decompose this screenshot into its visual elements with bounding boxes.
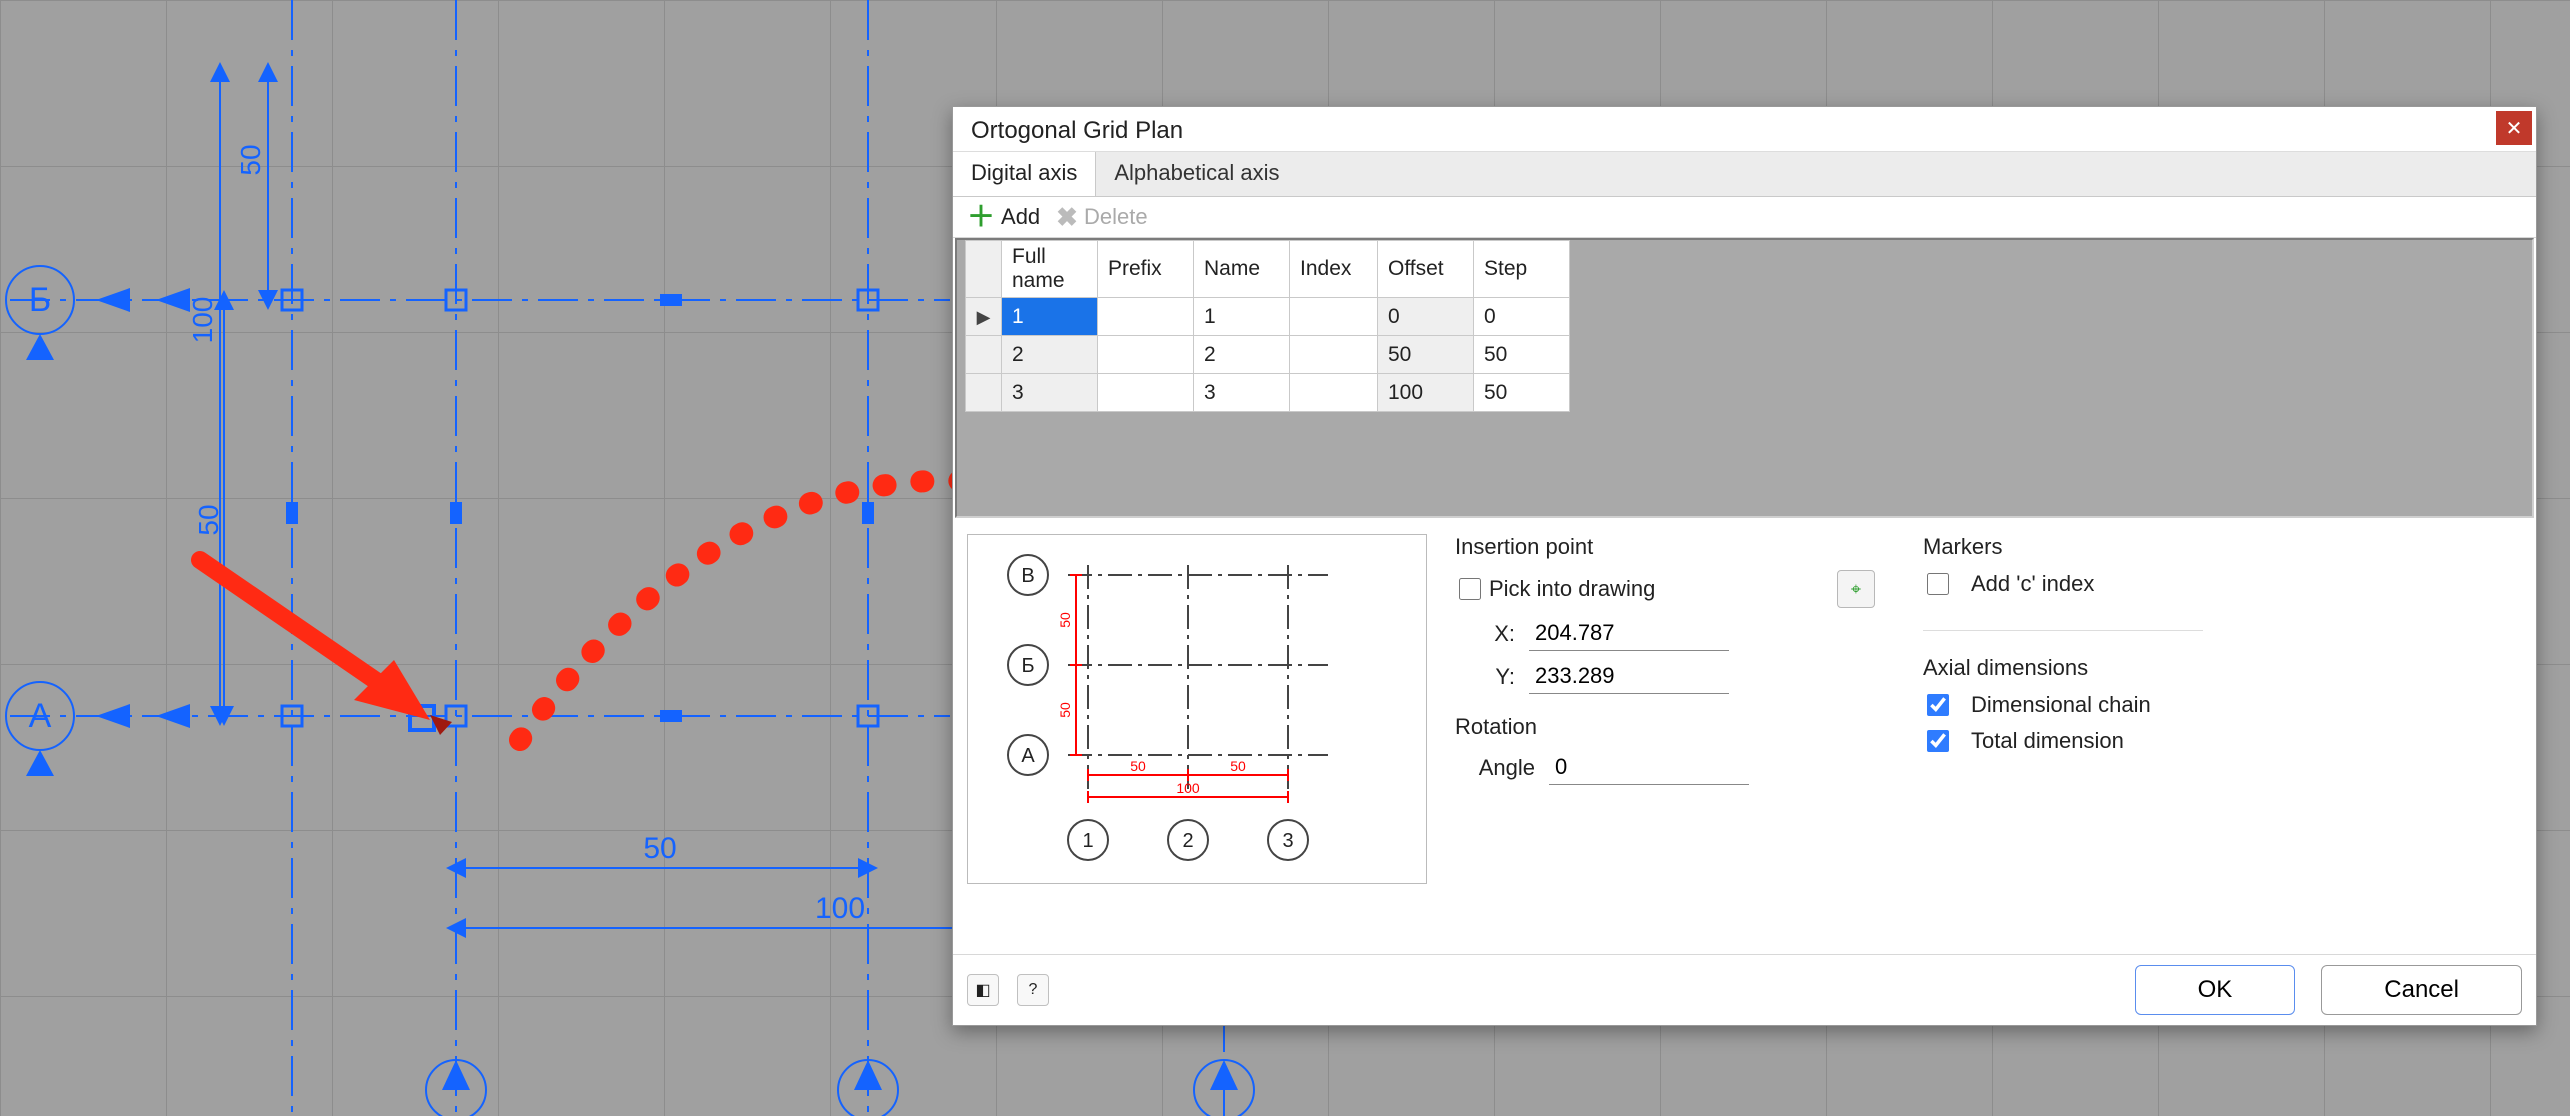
plus-icon: ＋ <box>967 203 995 231</box>
svg-text:Б: Б <box>1021 655 1034 677</box>
x-label: X: <box>1455 621 1515 647</box>
markers-heading: Markers <box>1923 534 2203 560</box>
ok-button[interactable]: OK <box>2135 965 2296 1015</box>
svg-text:1: 1 <box>1082 830 1093 852</box>
axial-dimensions-panel: Axial dimensions Dimensional chain Total… <box>1923 655 2203 763</box>
svg-text:100: 100 <box>1176 780 1200 796</box>
svg-text:50: 50 <box>1057 702 1073 718</box>
table-row[interactable]: 3310050 <box>966 374 1570 412</box>
dialog-title: Ortogonal Grid Plan <box>971 117 1183 145</box>
close-button[interactable]: ✕ <box>2496 111 2532 145</box>
svg-text:Б: Б <box>29 281 51 319</box>
add-button[interactable]: ＋ Add <box>967 203 1040 231</box>
rotation-panel: Rotation Angle <box>1455 714 1875 793</box>
pick-into-drawing-label: Pick into drawing <box>1489 576 1655 602</box>
tab-alphabetical-axis[interactable]: Alphabetical axis <box>1096 152 1297 196</box>
axial-heading: Axial dimensions <box>1923 655 2203 681</box>
table-toolbar: ＋ Add ✖ Delete <box>953 197 2536 238</box>
add-c-index-label: Add 'c' index <box>1971 571 2094 597</box>
delete-icon: ✖ <box>1056 204 1078 230</box>
angle-input[interactable] <box>1549 750 1749 785</box>
rotation-heading: Rotation <box>1455 714 1875 740</box>
table-row[interactable]: ▶1100 <box>966 298 1570 336</box>
grid-preview: В Б А 1 2 3 50 50 50 50 100 <box>967 534 1427 884</box>
dimensional-chain-checkbox[interactable] <box>1927 694 1949 716</box>
svg-text:100: 100 <box>815 892 865 925</box>
svg-text:100: 100 <box>187 297 218 344</box>
svg-text:50: 50 <box>235 144 266 175</box>
svg-text:В: В <box>1021 565 1034 587</box>
total-dimension-label: Total dimension <box>1971 728 2124 754</box>
pick-into-drawing-checkbox[interactable] <box>1459 578 1481 600</box>
svg-text:3: 3 <box>1282 830 1293 852</box>
insertion-point-panel: Insertion point Pick into drawing ⌖ X: Y… <box>1455 534 1875 702</box>
ortogonal-grid-plan-dialog: ✕ Ortogonal Grid Plan Digital axis Alpha… <box>952 106 2537 1026</box>
pick-point-button[interactable]: ⌖ <box>1837 570 1875 608</box>
table-row[interactable]: 225050 <box>966 336 1570 374</box>
footer-icon-1[interactable]: ◧ <box>967 974 999 1006</box>
delete-button[interactable]: ✖ Delete <box>1056 204 1147 230</box>
x-input[interactable] <box>1529 616 1729 651</box>
svg-text:А: А <box>1021 745 1035 767</box>
add-c-index-checkbox[interactable] <box>1927 573 1949 595</box>
y-input[interactable] <box>1529 659 1729 694</box>
axis-table[interactable]: Full namePrefixNameIndexOffsetStep▶11002… <box>965 240 1570 412</box>
tabs: Digital axis Alphabetical axis <box>953 151 2536 197</box>
axis-bubble-a: А <box>6 682 74 776</box>
axis-bubble-b: Б <box>6 266 74 360</box>
angle-label: Angle <box>1455 755 1535 781</box>
svg-text:50: 50 <box>1130 758 1146 774</box>
svg-text:50: 50 <box>643 832 676 865</box>
markers-panel: Markers Add 'c' index <box>1923 534 2203 606</box>
annotation-arrow-red <box>200 560 452 735</box>
total-dimension-checkbox[interactable] <box>1927 730 1949 752</box>
y-label: Y: <box>1455 664 1515 690</box>
svg-text:2: 2 <box>1182 830 1193 852</box>
tab-digital-axis[interactable]: Digital axis <box>953 152 1096 196</box>
svg-text:50: 50 <box>1230 758 1246 774</box>
insertion-heading: Insertion point <box>1455 534 1875 560</box>
dimensional-chain-label: Dimensional chain <box>1971 692 2151 718</box>
cancel-button[interactable]: Cancel <box>2321 965 2522 1015</box>
svg-text:50: 50 <box>1057 612 1073 628</box>
footer-icon-2[interactable]: ? <box>1017 974 1049 1006</box>
svg-text:А: А <box>29 697 52 735</box>
